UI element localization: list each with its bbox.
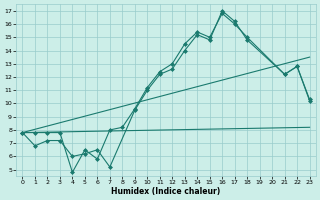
X-axis label: Humidex (Indice chaleur): Humidex (Indice chaleur) [111,187,221,196]
